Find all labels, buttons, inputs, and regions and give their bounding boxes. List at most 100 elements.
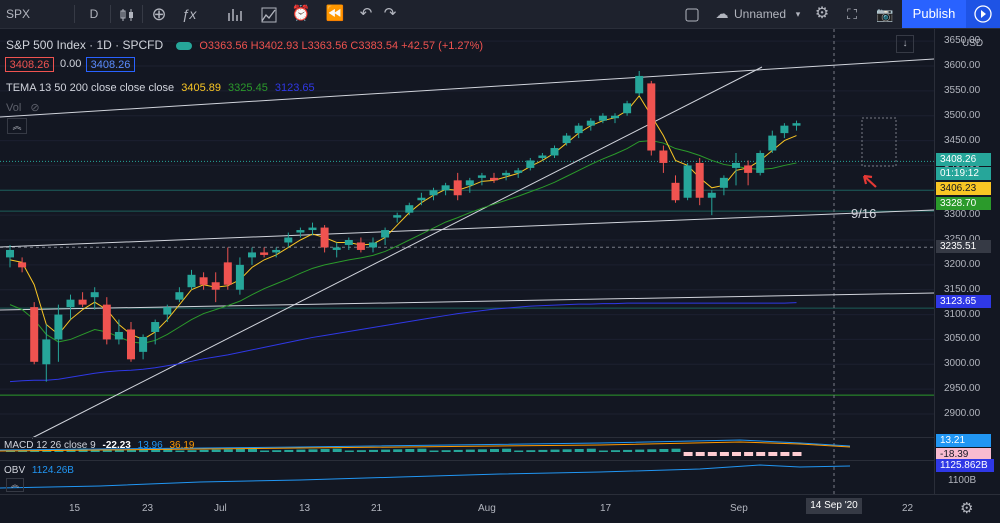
candle [381,227,390,245]
candle-body [514,170,523,173]
collapse-legend-icon[interactable]: ︽ [7,118,27,134]
candle-body [248,252,256,258]
macd-histogram-bar [235,449,245,452]
macd-histogram-bar [707,452,717,456]
publish-menu-button[interactable] [966,0,1000,28]
main-legend: S&P 500 Index · 1D · SPCFD O3363.56 H340… [6,38,483,52]
candle [671,175,680,203]
macd-histogram-bar [768,452,778,456]
macd-histogram-bar [683,452,693,456]
candle [223,247,232,290]
alert-clock-icon[interactable]: ⏰ [291,5,311,22]
candle-body [175,292,184,300]
macd-histogram-bar [623,449,633,452]
candle-body [90,292,99,298]
macd-histogram-bar [90,450,100,452]
tema-legend[interactable]: TEMA 13 50 200 close close close 3405.89… [6,82,315,94]
countdown-tag: 01:19:12 [936,167,991,180]
macd-histogram-bar [562,449,572,452]
collapse-obv-icon[interactable]: ︽ [6,478,24,492]
indicators-fx-icon[interactable]: ƒx [181,6,197,22]
visibility-toggle-icon[interactable] [176,42,193,51]
candle [586,118,595,131]
fullscreen-icon[interactable]: ⛶ [847,6,857,22]
macd-histogram-bar [744,452,754,456]
last-price-tag: 3408.26 [936,153,991,166]
macd-histogram-bar [332,448,342,452]
macd-legend[interactable]: MACD 12 26 close 9 -22.23 13.96 36.19 [4,440,194,451]
candle [260,247,269,258]
tema-label: TEMA 13 50 200 close close close [6,82,175,94]
cloud-icon[interactable]: ☁ [715,6,729,21]
candle [635,70,644,96]
obv-line [0,464,851,489]
vol-legend[interactable]: Vol ⊘ [6,101,40,114]
date-label: 22 [902,503,914,514]
redo-icon[interactable]: ↷ [383,5,397,22]
snapshot-camera-icon[interactable]: 📷 [876,6,894,22]
candle-body [223,262,232,285]
candle [127,322,135,362]
price-chart[interactable] [0,0,934,494]
templates-icon[interactable] [224,0,246,28]
candle [719,175,728,196]
price-axis[interactable] [934,29,1000,494]
replay-icon[interactable]: ⏪ [325,5,345,22]
crosshair-date-tag: 14 Sep '20 [806,498,862,514]
candle [792,120,801,131]
macd-line [0,439,851,451]
candle-style-icon[interactable] [116,0,138,28]
chevron-down-icon[interactable]: ▾ [795,9,801,19]
layout-name[interactable]: Unnamed [734,7,787,21]
candle-body [586,120,595,126]
price-tick-label: 3500.00 [944,109,981,121]
candle [429,187,438,201]
select-layout-icon[interactable] [682,0,702,28]
compare-plus-icon[interactable]: ⊕ [151,4,167,24]
alerts-chart-icon[interactable] [258,0,280,28]
pane-divider-macd[interactable] [0,437,934,438]
date-annotation[interactable]: 9/16 [851,206,877,221]
candle [320,225,329,253]
candle [550,145,559,158]
candle [659,145,668,173]
tema200-tag: 3123.65 [936,295,991,308]
undo-icon[interactable]: ↶ [359,5,373,22]
candle [199,272,208,290]
settings-gear-icon[interactable]: ⚙ [814,5,830,22]
candle-body [260,252,269,255]
pane-divider-obv[interactable] [0,460,934,461]
interval-button[interactable]: D [89,7,99,21]
spread-value: 0.00 [60,58,82,70]
legend-title: S&P 500 Index · 1D · SPCFD [6,38,164,52]
tema50-tag: 3328.70 [936,197,991,210]
price-tick-label: 3000.00 [944,358,981,370]
settings-gear-icon[interactable]: ⚙ [960,500,974,517]
price-tick-label: 2950.00 [944,383,981,395]
scale-menu-icon[interactable]: ↓ [896,35,914,53]
obv-pane [0,464,851,489]
candle-body [611,115,619,119]
eye-hidden-icon[interactable]: ⊘ [30,102,40,114]
bid-box[interactable]: 3408.26 [5,57,54,72]
date-label: Jul [214,503,227,514]
ask-box[interactable]: 3408.26 [86,57,135,72]
macd-histogram-bar [260,450,270,452]
candle [54,304,63,362]
candle [538,153,547,161]
candle-body [635,75,644,94]
candle-body [659,150,668,163]
symbol-search-button[interactable]: SPX [6,7,31,21]
time-axis[interactable] [0,494,1000,523]
macd-histogram-bar [695,452,705,456]
candle-body [127,329,135,360]
macd-histogram-bar [381,449,391,452]
chart-grid [0,40,934,415]
candle [514,167,523,178]
publish-button[interactable]: Publish [902,0,966,28]
macd-signal-line [0,441,851,452]
currency-label[interactable]: USD [962,38,984,49]
obv-legend[interactable]: OBV 1124.26B [4,465,74,476]
candle [344,237,353,250]
macd-histogram-bar [453,449,463,452]
